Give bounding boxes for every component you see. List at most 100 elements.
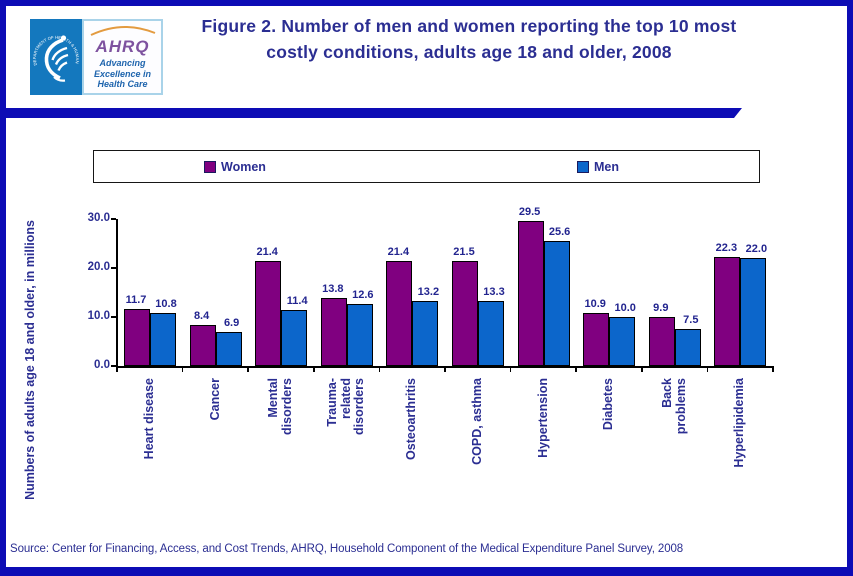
value-label-women-hypertension: 29.5 bbox=[518, 206, 541, 219]
bar-women-diabetes bbox=[583, 312, 610, 366]
x-axis-label-line: Cancer bbox=[207, 378, 222, 421]
y-tick-label: 0.0 bbox=[94, 358, 110, 371]
x-axis-label-line: Hyperlipidemia bbox=[732, 378, 747, 468]
bar-men-trauma-related-disorders bbox=[346, 304, 373, 366]
bar-men-mental-disorders bbox=[281, 310, 308, 366]
value-label-men-trauma-related-disorders: 12.6 bbox=[352, 289, 374, 302]
bar-men-cancer bbox=[215, 332, 242, 366]
x-axis-label-line: problems bbox=[673, 378, 688, 435]
x-axis-label-line: Mental bbox=[266, 378, 281, 418]
x-axis-label-line: Hypertension bbox=[535, 378, 550, 458]
bar-women-heart-disease bbox=[124, 308, 150, 366]
bar-women-hyperlipidemia bbox=[714, 256, 741, 366]
value-label-women-osteoarthritis: 21.4 bbox=[387, 246, 410, 259]
figure-title-line1: Figure 2. Number of men and women report… bbox=[201, 16, 737, 36]
y-axis-line bbox=[116, 219, 118, 367]
x-axis-label-line: COPD, asthma bbox=[470, 378, 485, 465]
bar-men-back-problems bbox=[674, 329, 701, 366]
x-tick bbox=[378, 366, 381, 372]
x-axis-label-hyperlipidemia: Hyperlipidemia bbox=[707, 378, 773, 503]
bar-men-diabetes bbox=[609, 317, 636, 366]
x-tick bbox=[116, 366, 118, 372]
y-tick-label: 30.0 bbox=[87, 211, 110, 224]
legend-swatch-women bbox=[204, 160, 216, 173]
value-label-men-copd-asthma: 13.3 bbox=[483, 285, 505, 298]
value-label-women-mental-disorders: 21.4 bbox=[256, 246, 278, 259]
value-label-men-mental-disorders: 11.4 bbox=[286, 295, 308, 308]
x-tick bbox=[509, 366, 512, 372]
value-label-men-heart-disease: 10.8 bbox=[155, 298, 177, 311]
value-label-women-copd-asthma: 21.5 bbox=[453, 245, 475, 258]
bar-women-trauma-related-disorders bbox=[320, 298, 347, 366]
bar-women-cancer bbox=[189, 324, 216, 366]
bar-men-heart-disease bbox=[150, 313, 176, 366]
value-label-women-hyperlipidemia: 22.3 bbox=[715, 241, 738, 254]
bar-women-osteoarthritis bbox=[386, 261, 413, 366]
x-axis-label-heart-disease: Heart disease bbox=[117, 378, 183, 503]
value-label-women-trauma-related-disorders: 13.8 bbox=[322, 283, 344, 296]
y-tick-label: 10.0 bbox=[87, 309, 110, 322]
ahrq-tagline-line1: Advancing bbox=[99, 58, 146, 68]
bar-women-copd-asthma bbox=[452, 260, 478, 366]
x-axis-label-line: Trauma- bbox=[325, 378, 340, 427]
ahrq-tagline-line3: Health Care bbox=[97, 79, 148, 89]
bar-men-osteoarthritis bbox=[412, 301, 439, 366]
x-axis-label-line: Diabetes bbox=[601, 378, 616, 431]
x-tick bbox=[641, 366, 643, 372]
bar-men-hypertension bbox=[543, 240, 570, 366]
y-axis-title-text: Numbers of adults age 18 and older, in m… bbox=[23, 220, 37, 500]
ahrq-tagline-line2: Excellence in bbox=[93, 68, 152, 79]
figure-title-line2: costly conditions, adults age 18 and old… bbox=[266, 42, 672, 62]
ahrq-logo: DEPARTMENT OF HEALTH & HUMAN SERVICES · … bbox=[28, 15, 163, 95]
value-label-women-back-problems: 9.9 bbox=[653, 302, 669, 315]
y-axis-title: Numbers of adults age 18 and older, in m… bbox=[12, 192, 48, 528]
x-tick bbox=[247, 366, 249, 372]
x-tick bbox=[313, 366, 315, 372]
hhs-seal-icon: DEPARTMENT OF HEALTH & HUMAN SERVICES · … bbox=[28, 15, 82, 95]
value-label-men-cancer: 6.9 bbox=[223, 317, 240, 330]
figure-title: Figure 2. Number of men and women report… bbox=[163, 13, 775, 65]
x-tick bbox=[706, 366, 709, 372]
value-label-men-diabetes: 10.0 bbox=[614, 302, 636, 314]
legend-swatch-men bbox=[577, 160, 589, 173]
ahrq-brand-panel: AHRQ Advancing Excellence in Health Care bbox=[82, 19, 163, 95]
logo-arc-icon bbox=[90, 25, 155, 36]
x-axis-label-osteoarthritis: Osteoarthritis bbox=[379, 378, 445, 503]
legend-entry-men: Men bbox=[577, 160, 619, 174]
ahrq-tagline: Advancing Excellence in Health Care bbox=[84, 58, 161, 90]
x-tick bbox=[575, 366, 577, 372]
y-tick bbox=[111, 218, 116, 220]
x-axis-label-trauma-related-disorders: Trauma-related disorders bbox=[314, 378, 380, 503]
y-tick bbox=[111, 316, 116, 318]
x-axis-label-cancer: Cancer bbox=[183, 378, 249, 503]
bar-men-copd-asthma bbox=[478, 300, 504, 366]
x-tick bbox=[772, 366, 774, 372]
legend: Women Men bbox=[93, 150, 760, 183]
x-axis-label-line: Heart disease bbox=[142, 378, 157, 460]
bar-women-hypertension bbox=[517, 221, 544, 366]
bar-women-mental-disorders bbox=[255, 261, 282, 366]
x-tick bbox=[181, 366, 184, 372]
x-axis-label-line: Osteoarthritis bbox=[404, 378, 419, 460]
x-axis-label-line: disorders bbox=[352, 378, 367, 435]
legend-entry-women: Women bbox=[204, 160, 266, 174]
legend-label-men: Men bbox=[594, 159, 619, 174]
x-axis-label-copd-asthma: COPD, asthma bbox=[445, 378, 511, 503]
x-axis-label-hypertension: Hypertension bbox=[511, 378, 577, 503]
x-axis-label-diabetes: Diabetes bbox=[576, 378, 642, 503]
x-tick bbox=[444, 366, 446, 372]
x-axis-label-mental-disorders: Mental disorders bbox=[248, 378, 314, 503]
value-label-men-hyperlipidemia: 22.0 bbox=[745, 243, 768, 256]
y-tick bbox=[111, 365, 116, 367]
header-divider-bar bbox=[0, 108, 742, 118]
value-label-men-hypertension: 25.6 bbox=[548, 225, 571, 238]
x-axis-label-line: disorders bbox=[279, 378, 294, 435]
value-label-women-cancer: 8.4 bbox=[193, 309, 210, 322]
value-label-women-diabetes: 10.9 bbox=[584, 297, 606, 310]
bar-men-hyperlipidemia bbox=[740, 258, 767, 366]
y-tick bbox=[111, 267, 116, 269]
value-label-men-osteoarthritis: 13.2 bbox=[417, 286, 440, 299]
x-axis-label-back-problems: Back problems bbox=[642, 378, 708, 503]
y-tick-label: 20.0 bbox=[87, 260, 110, 273]
